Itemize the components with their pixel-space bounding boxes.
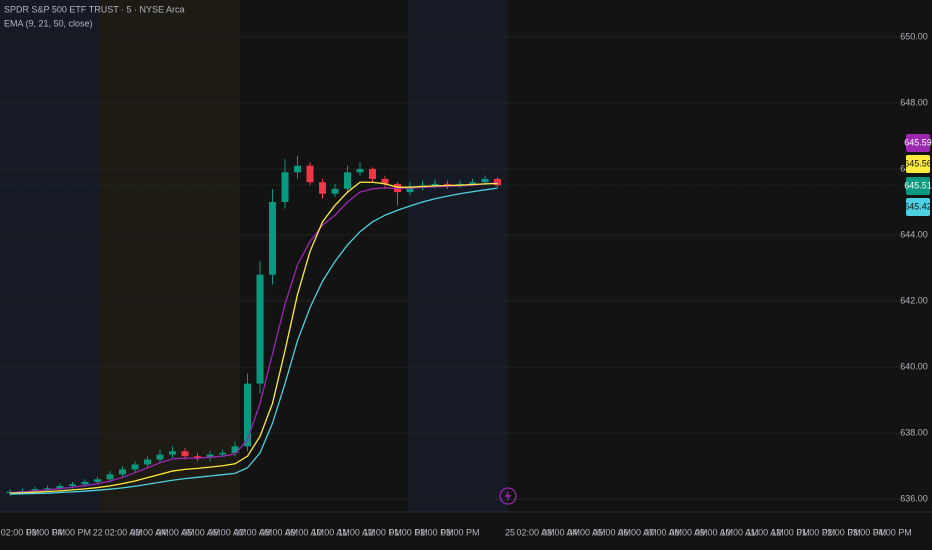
x-tick-label: 04:00 AM (156, 527, 194, 537)
x-tick-label: 07:00 AM (644, 527, 682, 537)
x-tick-label: 05:00 AM (593, 527, 631, 537)
x-tick-label: 12:00 PM (363, 527, 402, 537)
price-badge-label: 645.59 (904, 137, 932, 147)
plot (6, 155, 501, 496)
candle-body (194, 456, 201, 458)
candle-body (131, 464, 139, 470)
candle-body (344, 172, 351, 189)
candle-body (331, 188, 339, 194)
x-tick-label: 08:00 AM (669, 527, 707, 537)
candle-body (256, 274, 264, 384)
candle-body (206, 454, 214, 458)
ema-line (9, 181, 498, 494)
x-tick-label: 10:00 AM (720, 527, 758, 537)
y-tick-label: 650.00 (900, 31, 928, 41)
x-tick-label: 03:00 AM (130, 527, 168, 537)
session-bg (100, 0, 240, 512)
x-tick-label: 02:00 AM (516, 527, 554, 537)
x-tick-label: 22 (93, 527, 103, 537)
candle-body (469, 182, 476, 184)
candle-body (244, 383, 251, 447)
candle-body (356, 169, 364, 173)
candle-body (169, 451, 176, 455)
x-tick-label: 03:00 AM (542, 527, 580, 537)
candle-body (381, 178, 389, 184)
candle-body (306, 165, 314, 183)
candle-body (231, 446, 239, 453)
x-tick-label: 08:00 AM (260, 527, 298, 537)
candle-body (144, 459, 151, 465)
candle-body (431, 183, 439, 186)
x-tick-label: 02:00 AM (105, 527, 143, 537)
alert-icon[interactable] (499, 487, 517, 505)
candle-body (156, 454, 164, 460)
x-tick-label: 03:00 PM (848, 527, 887, 537)
alert-bolt[interactable] (505, 490, 511, 502)
price-badge (906, 198, 930, 216)
candle-body (69, 484, 76, 486)
candle-body (319, 182, 326, 194)
y-tick-label: 642.00 (900, 295, 928, 305)
x-tick-label: 02:00 PM (415, 527, 454, 537)
candle-body (281, 172, 289, 203)
candle-body (219, 452, 226, 455)
price-badge-label: 645.51 (904, 180, 932, 190)
x-tick-label: 10:00 AM (312, 527, 350, 537)
x-tick-label: 02:00 PM (822, 527, 861, 537)
x-tick-label: 25 (505, 527, 515, 537)
x-tick-label: 09:00 AM (695, 527, 733, 537)
x-tick-label: 01:00 PM (389, 527, 428, 537)
x-tick-label: 02:00 PM (1, 527, 40, 537)
candle-body (269, 202, 276, 275)
x-tick-label: 07:00 AM (234, 527, 272, 537)
candle-body (444, 183, 451, 186)
price-badge-label: 645.42 (904, 201, 932, 211)
candle-body (94, 479, 101, 482)
x-tick-label: 06:00 AM (618, 527, 656, 537)
x-tick-label: 09:00 AM (286, 527, 324, 537)
candle-body (106, 474, 114, 480)
x-tick-label: 06:00 AM (208, 527, 246, 537)
y-tick-label: 638.00 (900, 427, 928, 437)
price-badge (906, 134, 930, 152)
x-tick-label: 04:00 AM (567, 527, 605, 537)
x-tick-label: 03:00 PM (441, 527, 480, 537)
candle-body (406, 187, 414, 193)
x-tick-label: 04:00 PM (53, 527, 92, 537)
candle-body (494, 178, 501, 186)
price-badge (906, 155, 930, 173)
price-badge (906, 177, 930, 195)
candle-body (181, 451, 189, 457)
candle-body (294, 165, 301, 173)
candle-body (31, 489, 39, 491)
alert-circle[interactable] (499, 487, 517, 505)
candle-body (81, 481, 89, 485)
x-tick-label: 04:00 PM (873, 527, 912, 537)
candle-body (119, 469, 126, 475)
x-tick-label: 11:00 AM (746, 527, 783, 537)
candle-body (56, 485, 64, 489)
candle-body (369, 169, 376, 179)
ema-line (9, 187, 498, 495)
price-badge-label: 645.56 (904, 158, 932, 168)
y-tick-label: 636.00 (900, 493, 928, 503)
x-tick-label: 12:00 PM (771, 527, 810, 537)
grid (0, 36, 900, 500)
y-tick-label: 644.00 (900, 229, 928, 239)
x-tick-label: 03:00 PM (27, 527, 66, 537)
x-tick-label: 01:00 PM (797, 527, 836, 537)
x-tick-label: 11:00 AM (338, 527, 375, 537)
candle-body (44, 488, 51, 490)
y-tick-label: 648.00 (900, 97, 928, 107)
session-bg (408, 0, 508, 512)
x-tick-label: 05:00 AM (182, 527, 220, 537)
chart-title: SPDR S&P 500 ETF TRUST · 5 · NYSE Arca (4, 4, 185, 14)
ema-line (9, 181, 498, 494)
indicator-label: EMA (9, 21, 50, close) (4, 18, 93, 28)
y-tick-label: 640.00 (900, 361, 928, 371)
candle-body (481, 178, 489, 183)
session-bg (0, 0, 100, 512)
